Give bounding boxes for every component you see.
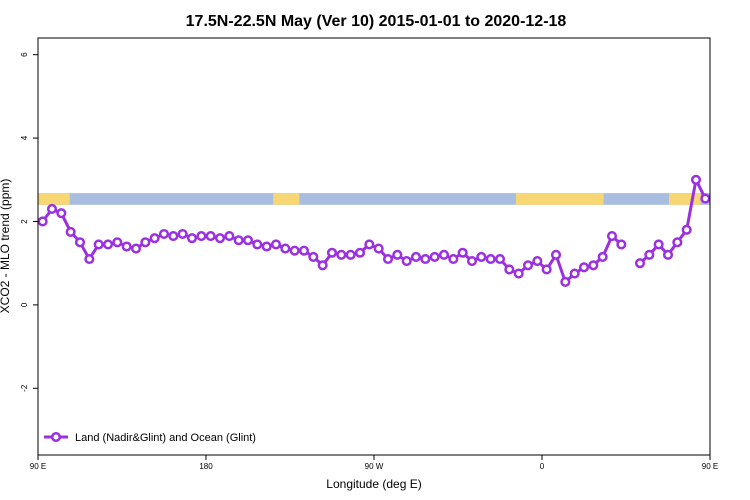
data-point bbox=[438, 249, 450, 260]
data-point bbox=[578, 262, 590, 273]
x-tick-label: 90 W bbox=[365, 462, 384, 471]
data-point bbox=[700, 193, 711, 204]
data-point bbox=[233, 235, 244, 246]
data-point bbox=[93, 239, 104, 250]
data-point bbox=[56, 208, 67, 219]
data-point bbox=[504, 264, 515, 275]
data-point bbox=[644, 249, 655, 260]
data-point bbox=[84, 253, 95, 265]
data-point bbox=[569, 268, 580, 279]
data-point bbox=[541, 264, 552, 275]
data-point bbox=[65, 226, 76, 237]
data-point bbox=[457, 247, 468, 258]
data-point bbox=[196, 231, 207, 242]
x-tick-label: 0 bbox=[540, 462, 545, 471]
data-point bbox=[112, 237, 123, 248]
y-tick-label: 2 bbox=[20, 219, 29, 224]
x-tick-label: 90 E bbox=[30, 462, 46, 471]
data-point bbox=[364, 239, 375, 250]
data-point bbox=[485, 253, 496, 265]
land-strip-segment bbox=[273, 193, 300, 205]
data-point bbox=[662, 249, 674, 260]
data-point bbox=[382, 253, 394, 265]
data-point bbox=[280, 243, 291, 254]
data-point bbox=[560, 276, 571, 287]
x-axis-label: Longitude (deg E) bbox=[326, 477, 421, 491]
data-point bbox=[672, 237, 683, 248]
data-point bbox=[606, 231, 618, 242]
data-point bbox=[205, 231, 216, 242]
data-point bbox=[392, 249, 403, 260]
data-point bbox=[46, 203, 58, 215]
data-point bbox=[690, 174, 702, 185]
land-strip-segment bbox=[515, 193, 604, 205]
legend-marker-swatch bbox=[50, 431, 62, 443]
data-point bbox=[140, 237, 151, 248]
land-strip-segment bbox=[38, 193, 70, 205]
data-point bbox=[522, 260, 534, 271]
data-point bbox=[149, 233, 160, 244]
data-point bbox=[681, 224, 692, 235]
data-point bbox=[448, 253, 459, 265]
data-point bbox=[168, 231, 179, 242]
data-point bbox=[270, 239, 282, 250]
y-tick-label: -2 bbox=[20, 384, 29, 392]
data-point bbox=[401, 256, 412, 267]
data-point bbox=[336, 249, 347, 260]
data-point bbox=[588, 260, 599, 271]
data-point bbox=[616, 239, 627, 250]
data-point bbox=[653, 239, 664, 250]
data-point bbox=[513, 268, 524, 279]
data-point bbox=[177, 228, 188, 240]
data-point bbox=[373, 243, 384, 254]
series-layer bbox=[37, 174, 711, 287]
data-point bbox=[121, 241, 132, 252]
chart-title: 17.5N-22.5N May (Ver 10) 2015-01-01 to 2… bbox=[186, 13, 567, 30]
data-point bbox=[158, 228, 170, 240]
legend: Land (Nadir&Glint) and Ocean (Glint) bbox=[44, 431, 256, 444]
data-point bbox=[186, 233, 198, 244]
data-point bbox=[429, 251, 440, 262]
y-tick-label: 4 bbox=[20, 135, 29, 140]
legend-label: Land (Nadir&Glint) and Ocean (Glint) bbox=[75, 432, 256, 444]
data-point bbox=[345, 249, 356, 260]
data-point bbox=[420, 253, 431, 265]
data-point bbox=[532, 256, 543, 267]
data-point bbox=[130, 243, 142, 254]
y-tick-label: 0 bbox=[20, 302, 29, 307]
x-axis: 90 E 180 90 W 0 90 E bbox=[30, 455, 718, 471]
land-strip-segment bbox=[668, 193, 701, 205]
data-point bbox=[597, 251, 608, 262]
x-tick-label: 90 E bbox=[702, 462, 718, 471]
data-point bbox=[494, 253, 506, 265]
data-point bbox=[242, 235, 254, 246]
data-point bbox=[261, 241, 272, 252]
data-point bbox=[252, 239, 263, 250]
data-point bbox=[466, 256, 478, 267]
data-point bbox=[102, 239, 114, 250]
data-point bbox=[317, 260, 328, 271]
ocean-strip bbox=[38, 193, 710, 205]
data-point bbox=[224, 231, 235, 242]
data-point bbox=[298, 245, 310, 256]
data-point bbox=[74, 237, 86, 248]
data-point bbox=[476, 251, 487, 262]
x-tick-label: 180 bbox=[199, 462, 213, 471]
y-tick-label: 6 bbox=[20, 52, 29, 57]
data-point bbox=[326, 247, 338, 258]
y-axis-label: XCO2 - MLO trend (ppm) bbox=[0, 179, 12, 314]
data-point bbox=[214, 233, 226, 244]
surface-type-strip bbox=[38, 193, 710, 205]
y-axis: -2 0 2 4 6 bbox=[20, 52, 38, 392]
data-point bbox=[550, 249, 562, 260]
data-point bbox=[289, 245, 300, 256]
data-point bbox=[354, 247, 366, 258]
data-point bbox=[308, 251, 319, 262]
data-point bbox=[634, 258, 646, 269]
data-point bbox=[37, 216, 48, 227]
data-point bbox=[410, 251, 422, 262]
